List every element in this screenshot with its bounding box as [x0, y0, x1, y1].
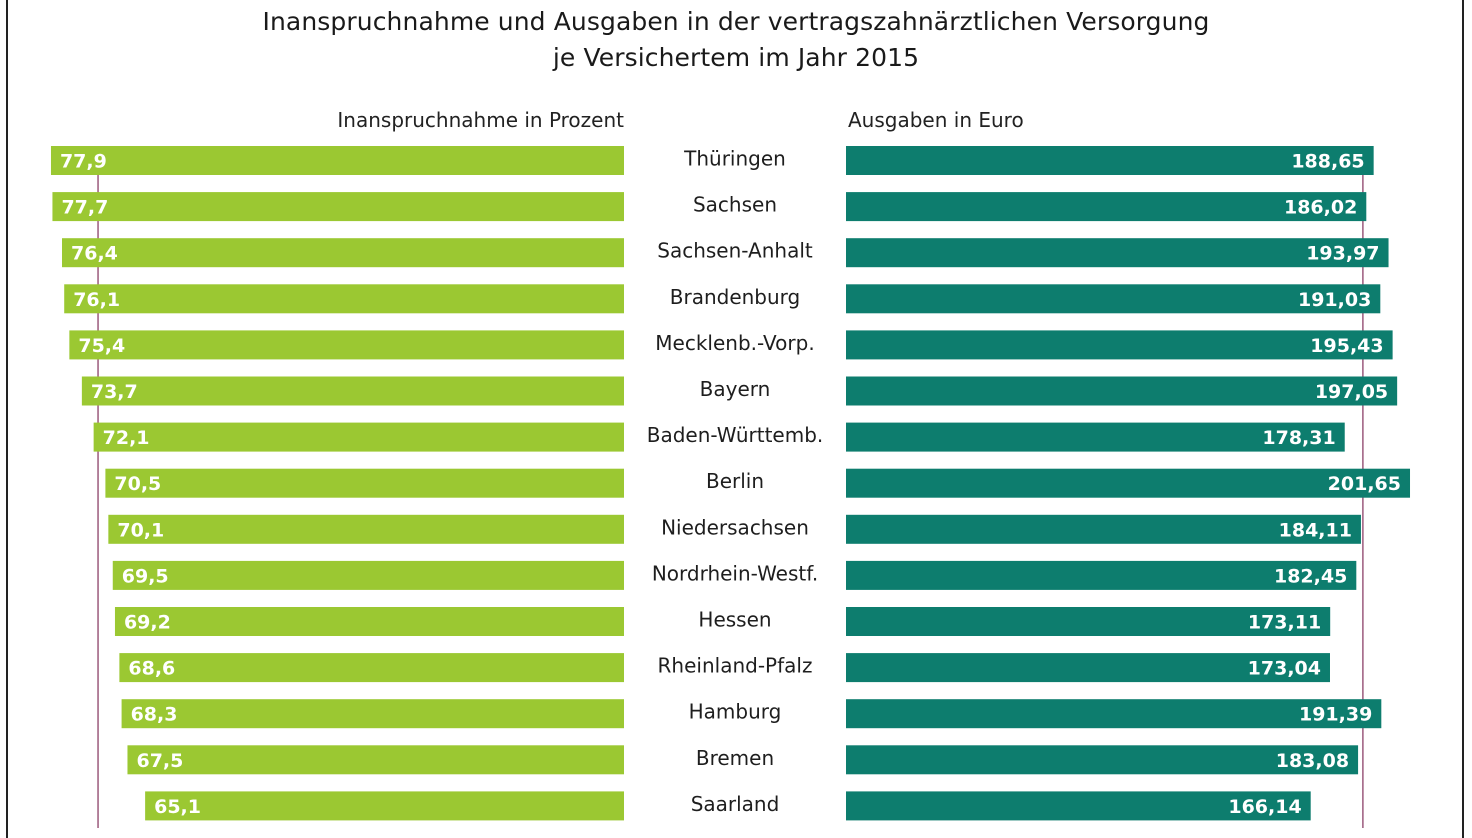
left-bar-value-label: 65,1: [154, 796, 201, 818]
left-bar: [93, 422, 625, 452]
right-bar: [846, 192, 1367, 222]
left-bar: [121, 699, 624, 729]
right-bar-value-label: 173,11: [1248, 612, 1321, 634]
left-bar-value-label: 68,3: [131, 704, 178, 726]
left-bar: [114, 607, 625, 636]
right-bar: [846, 560, 1357, 590]
right-bar-value-label: 195,43: [1310, 335, 1383, 357]
right-bar: [846, 745, 1359, 775]
left-bar-value-label: 77,7: [61, 197, 108, 219]
category-label: Berlin: [706, 469, 764, 493]
right-series-label: Ausgaben in Euro: [848, 108, 1024, 132]
right-bar-value-label: 191,03: [1298, 289, 1371, 311]
left-bar: [52, 192, 625, 222]
left-bar: [69, 330, 624, 360]
right-bar-value-label: 201,65: [1328, 473, 1401, 495]
left-bar: [81, 376, 625, 406]
right-bar: [846, 514, 1361, 544]
left-bar-value-label: 76,4: [71, 243, 118, 265]
left-bar-value-label: 72,1: [103, 427, 150, 449]
category-label: Thüringen: [683, 147, 786, 171]
category-label: Hamburg: [689, 700, 782, 724]
category-label: Bayern: [700, 377, 771, 401]
right-bar: [846, 653, 1330, 683]
left-bar-value-label: 67,5: [136, 750, 183, 772]
left-bar: [64, 284, 625, 314]
left-bar: [127, 745, 624, 775]
category-label: Brandenburg: [670, 285, 801, 309]
left-bar: [108, 514, 624, 544]
right-bar: [846, 238, 1389, 268]
left-bar-value-label: 70,1: [117, 519, 164, 541]
right-bar-value-label: 183,08: [1276, 750, 1349, 772]
chart-title-line-1: Inanspruchnahme und Ausgaben in der vert…: [262, 7, 1210, 36]
right-bar: [846, 422, 1345, 452]
right-bar-value-label: 182,45: [1274, 565, 1347, 587]
right-bar-value-label: 188,65: [1291, 151, 1364, 173]
right-bar-value-label: 186,02: [1284, 197, 1357, 219]
left-bar: [119, 653, 624, 683]
left-bar: [50, 146, 625, 175]
right-bar-value-label: 178,31: [1262, 427, 1335, 449]
right-bar-value-label: 191,39: [1299, 704, 1372, 726]
category-label: Saarland: [691, 792, 780, 816]
left-bar-value-label: 75,4: [78, 335, 125, 357]
left-bar: [145, 791, 625, 821]
left-bar-value-label: 69,2: [124, 612, 171, 634]
left-bar-value-label: 76,1: [73, 289, 120, 311]
category-label: Mecklenb.-Vorp.: [655, 331, 814, 355]
left-bar-value-label: 77,9: [60, 151, 107, 173]
chart-title: Inanspruchnahme und Ausgaben in der vert…: [0, 4, 1472, 76]
chart-frame: [6, 0, 1464, 838]
left-bar-value-label: 68,6: [128, 658, 175, 680]
right-bar-value-label: 193,97: [1306, 243, 1379, 265]
right-bar: [846, 330, 1393, 360]
left-bar: [105, 468, 625, 498]
category-label: Sachsen-Anhalt: [657, 239, 813, 263]
left-bar: [62, 238, 625, 268]
right-bar-value-label: 197,05: [1315, 381, 1388, 403]
left-bar-value-label: 69,5: [122, 565, 169, 587]
right-bars-group: 188,65 186,02 193,97 191,03 195,43 197,05 178,…: [846, 146, 1411, 821]
right-bar: [846, 468, 1411, 498]
category-label: Nordrhein-Westf.: [652, 561, 818, 585]
category-label: Hessen: [698, 608, 771, 632]
right-bar: [846, 607, 1331, 636]
category-label: Bremen: [696, 746, 774, 770]
left-bars-group: 77,9 77,7 76,4 76,1 75,4 73,7 72,1 70,5 70,1 69,5…: [50, 146, 625, 821]
category-label: Niedersachsen: [661, 515, 809, 539]
right-bar: [846, 146, 1374, 175]
right-bar: [846, 791, 1311, 821]
right-bar: [846, 284, 1381, 314]
left-series-label: Inanspruchnahme in Prozent: [337, 108, 624, 132]
left-bar-value-label: 70,5: [114, 473, 161, 495]
right-bar: [846, 376, 1398, 406]
left-bar: [112, 560, 625, 590]
chart-title-line-2: je Versichertem im Jahr 2015: [552, 43, 920, 72]
right-bar-value-label: 184,11: [1279, 519, 1352, 541]
right-bar-value-label: 166,14: [1228, 796, 1301, 818]
category-label: Baden-Württemb.: [647, 423, 824, 447]
right-bar-value-label: 173,04: [1248, 658, 1321, 680]
category-label: Rheinland-Pfalz: [658, 654, 813, 678]
right-bar: [846, 699, 1382, 729]
left-bar-value-label: 73,7: [91, 381, 138, 403]
category-label: Sachsen: [693, 193, 777, 217]
category-labels-group: Thüringen Sachsen Sachsen-Anhalt Brandenbur…: [647, 147, 824, 816]
